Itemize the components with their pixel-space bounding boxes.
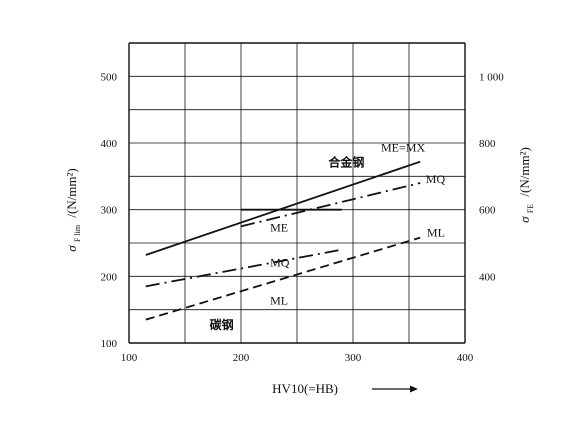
x-tick-label: 100 (121, 352, 138, 364)
x-axis-arrow-icon (410, 385, 418, 393)
y-left-tick-label: 500 (101, 71, 118, 83)
x-tick-label: 400 (457, 352, 474, 364)
line-label: ME (270, 221, 288, 235)
series-line-alloy-memx (145, 160, 421, 256)
y-right-tick-label: 1 000 (479, 71, 504, 83)
y-left-tick-label: 300 (101, 205, 118, 217)
line-label: ME=MX (381, 141, 425, 155)
y-left-axis-title: σ F lim /(N/mm²) (64, 168, 83, 251)
y-left-unit: /(N/mm²) (64, 168, 79, 217)
series-line-carbon-ml (145, 236, 421, 321)
y-left-symbol: σ (64, 245, 79, 252)
y-right-tick-label: 800 (479, 138, 496, 150)
y-right-tick-label: 600 (479, 205, 496, 217)
line-label: ML (427, 225, 445, 239)
x-tick-label: 200 (233, 352, 250, 364)
grid-layer (128, 42, 466, 344)
group-label-carbon: 碳钢 (210, 317, 234, 332)
series-line-alloy-mq (240, 182, 421, 228)
y-left-tick-label: 400 (101, 138, 118, 150)
series-layer (145, 160, 421, 321)
y-right-symbol: σ (517, 216, 532, 223)
y-right-axis-title: σ FE /(N/mm²) (517, 147, 536, 223)
y-left-tick-label: 200 (101, 271, 118, 283)
series-line-carbon-mq (145, 248, 342, 288)
y-left-tick-label: 100 (101, 338, 118, 350)
x-axis-title: HV10(=HB) (272, 381, 338, 396)
line-label: MQ (426, 172, 446, 186)
y-right-subscript: FE (526, 204, 535, 213)
y-left-subscript: F lim (73, 224, 82, 242)
y-right-tick-label: 400 (479, 271, 496, 283)
line-label: ML (270, 293, 288, 307)
x-tick-label: 300 (345, 352, 362, 364)
line-label: MQ (270, 255, 290, 269)
y-right-unit: /(N/mm²) (517, 147, 532, 196)
group-label-alloy: 合金钢 (328, 154, 364, 169)
ticks-layer: 100 200 300 400 100 200 300 400 500 400 600 800 1 00… (101, 71, 505, 364)
